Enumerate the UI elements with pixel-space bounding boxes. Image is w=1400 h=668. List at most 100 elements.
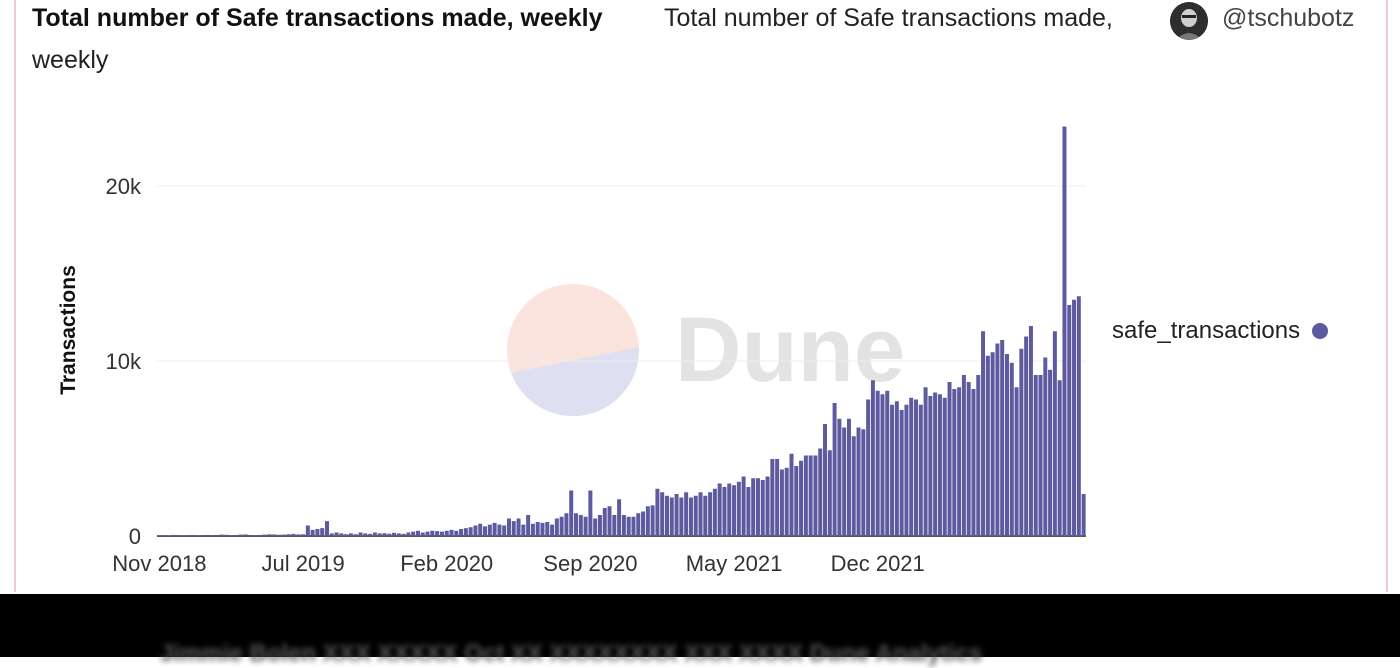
bar[interactable]: [492, 522, 497, 537]
bar[interactable]: [166, 535, 171, 537]
bar[interactable]: [363, 533, 368, 537]
bar[interactable]: [444, 530, 449, 536]
bar[interactable]: [382, 533, 387, 536]
bar[interactable]: [1000, 340, 1005, 536]
bar[interactable]: [277, 534, 282, 536]
bar[interactable]: [526, 515, 531, 536]
author-avatar[interactable]: [1170, 2, 1208, 40]
bar[interactable]: [708, 492, 713, 536]
bar[interactable]: [430, 530, 435, 536]
bar[interactable]: [425, 531, 430, 537]
bar[interactable]: [506, 518, 511, 537]
bar[interactable]: [794, 466, 799, 536]
bar[interactable]: [679, 497, 684, 537]
bar[interactable]: [597, 515, 602, 536]
chart-legend[interactable]: safe_transactions: [1112, 317, 1329, 345]
bar[interactable]: [741, 476, 746, 537]
bar[interactable]: [487, 524, 492, 537]
bar[interactable]: [162, 535, 167, 536]
bar[interactable]: [564, 513, 569, 536]
bar[interactable]: [478, 523, 483, 536]
bar[interactable]: [703, 495, 708, 536]
bar[interactable]: [789, 453, 794, 536]
bar[interactable]: [870, 380, 875, 536]
bar[interactable]: [736, 481, 741, 536]
bar[interactable]: [210, 535, 215, 537]
bar[interactable]: [909, 397, 914, 536]
bar[interactable]: [779, 469, 784, 537]
bar[interactable]: [305, 525, 310, 537]
bar[interactable]: [995, 343, 1000, 537]
bar[interactable]: [344, 534, 349, 536]
bar[interactable]: [626, 516, 631, 536]
bar[interactable]: [176, 535, 181, 537]
bar[interactable]: [296, 534, 301, 536]
bar[interactable]: [621, 515, 626, 536]
bar[interactable]: [827, 450, 832, 536]
bar[interactable]: [894, 401, 899, 536]
bar[interactable]: [583, 516, 588, 536]
bar[interactable]: [439, 531, 444, 537]
bar[interactable]: [339, 533, 344, 537]
bar[interactable]: [1067, 305, 1072, 536]
bar[interactable]: [985, 355, 990, 536]
bar[interactable]: [669, 497, 674, 537]
bar[interactable]: [631, 516, 636, 536]
bar[interactable]: [411, 531, 416, 537]
bar[interactable]: [942, 397, 947, 536]
bar[interactable]: [171, 534, 176, 536]
bar[interactable]: [368, 533, 373, 536]
bar[interactable]: [334, 532, 339, 537]
bar[interactable]: [502, 525, 507, 537]
bar[interactable]: [348, 533, 353, 537]
bar[interactable]: [842, 427, 847, 537]
bar[interactable]: [727, 483, 732, 537]
bar[interactable]: [310, 529, 315, 537]
bar[interactable]: [645, 506, 650, 536]
bar[interactable]: [712, 488, 717, 536]
bar[interactable]: [559, 516, 564, 536]
bar[interactable]: [401, 533, 406, 536]
bar[interactable]: [1057, 380, 1062, 536]
bar[interactable]: [784, 467, 789, 536]
bar[interactable]: [468, 527, 473, 536]
bar[interactable]: [253, 535, 258, 537]
bar[interactable]: [588, 490, 593, 537]
bar[interactable]: [540, 522, 545, 537]
bar[interactable]: [1004, 354, 1009, 536]
bar[interactable]: [722, 487, 727, 536]
bar[interactable]: [961, 375, 966, 536]
bar[interactable]: [1072, 299, 1077, 536]
bar[interactable]: [660, 492, 665, 536]
bar[interactable]: [435, 531, 440, 536]
bar[interactable]: [904, 404, 909, 536]
bar[interactable]: [320, 528, 325, 537]
bar[interactable]: [195, 535, 200, 536]
bar[interactable]: [641, 511, 646, 537]
bar[interactable]: [799, 460, 804, 536]
bar[interactable]: [933, 392, 938, 537]
bar[interactable]: [463, 528, 468, 537]
bar[interactable]: [808, 455, 813, 537]
bar[interactable]: [574, 513, 578, 536]
bar[interactable]: [578, 515, 583, 536]
bar[interactable]: [1014, 387, 1019, 536]
bar[interactable]: [449, 529, 454, 537]
bar[interactable]: [554, 518, 559, 537]
bar[interactable]: [186, 535, 191, 537]
bar[interactable]: [234, 534, 239, 536]
bar[interactable]: [205, 534, 210, 536]
bar[interactable]: [732, 485, 737, 536]
bar[interactable]: [1033, 375, 1038, 536]
bar[interactable]: [535, 522, 540, 536]
bar[interactable]: [823, 424, 828, 536]
bar[interactable]: [918, 404, 923, 536]
bar[interactable]: [775, 459, 780, 536]
bar[interactable]: [301, 534, 306, 536]
bar[interactable]: [952, 389, 957, 536]
bar[interactable]: [593, 518, 598, 537]
bar[interactable]: [1043, 357, 1048, 537]
bar[interactable]: [875, 390, 880, 536]
bar[interactable]: [530, 523, 535, 536]
bar[interactable]: [1024, 336, 1029, 537]
